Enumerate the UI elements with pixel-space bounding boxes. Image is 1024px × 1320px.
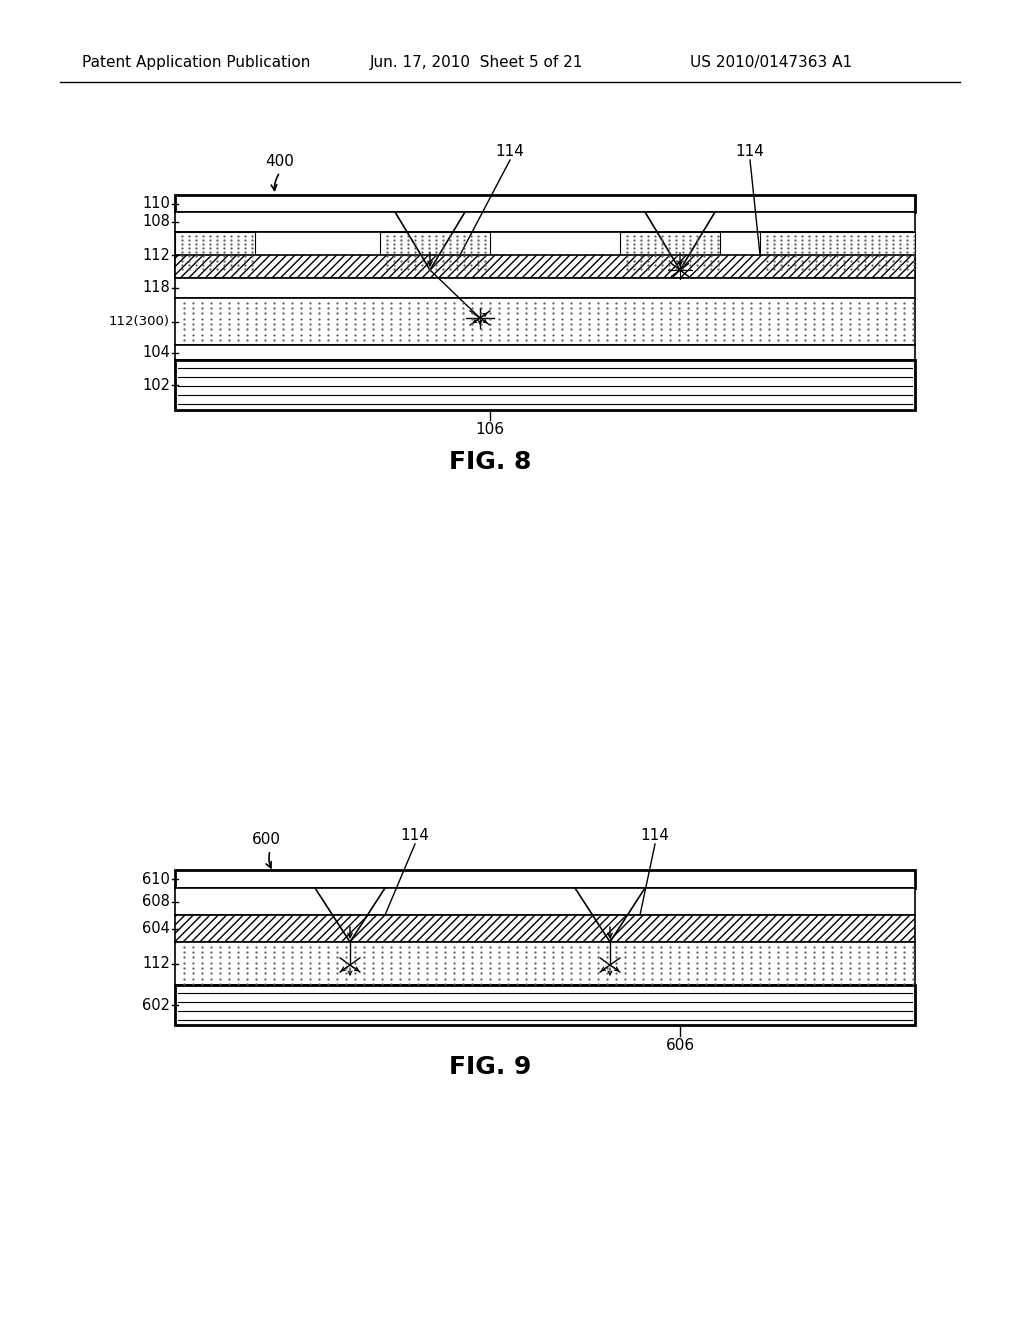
Text: 400: 400 — [265, 154, 294, 169]
Bar — [175, 232, 255, 271]
Text: 600: 600 — [252, 833, 281, 847]
Text: Jun. 17, 2010  Sheet 5 of 21: Jun. 17, 2010 Sheet 5 of 21 — [370, 54, 584, 70]
Text: FIG. 8: FIG. 8 — [449, 450, 531, 474]
Text: 602: 602 — [142, 998, 170, 1012]
Bar — [620, 232, 720, 271]
Bar — [175, 298, 915, 345]
Text: 610: 610 — [142, 871, 170, 887]
Bar — [175, 985, 915, 1026]
Bar — [175, 870, 915, 888]
Text: 112(300): 112(300) — [109, 315, 170, 327]
Text: 114: 114 — [400, 829, 429, 843]
Text: 118: 118 — [142, 281, 170, 296]
Bar — [175, 345, 915, 360]
Bar — [175, 195, 915, 213]
Bar — [175, 360, 915, 411]
Bar — [175, 232, 915, 279]
Text: 114: 114 — [641, 829, 670, 843]
Text: Patent Application Publication: Patent Application Publication — [82, 54, 310, 70]
Text: 112: 112 — [142, 956, 170, 972]
Text: 604: 604 — [142, 921, 170, 936]
Bar — [380, 232, 490, 271]
Text: 102: 102 — [142, 378, 170, 392]
Bar — [760, 232, 915, 271]
Text: 114: 114 — [496, 144, 524, 160]
Text: 114: 114 — [735, 144, 765, 160]
Text: US 2010/0147363 A1: US 2010/0147363 A1 — [690, 54, 852, 70]
Text: 110: 110 — [142, 195, 170, 211]
Text: 108: 108 — [142, 214, 170, 230]
Bar — [175, 255, 915, 279]
Bar — [175, 279, 915, 298]
Text: 112: 112 — [142, 248, 170, 263]
Bar — [175, 942, 915, 985]
Text: FIG. 9: FIG. 9 — [449, 1055, 531, 1078]
Bar — [175, 915, 915, 942]
Bar — [175, 888, 915, 915]
Text: 608: 608 — [142, 894, 170, 909]
Bar — [175, 213, 915, 232]
Text: 104: 104 — [142, 345, 170, 360]
Text: 106: 106 — [475, 422, 505, 437]
Text: 606: 606 — [666, 1038, 694, 1053]
